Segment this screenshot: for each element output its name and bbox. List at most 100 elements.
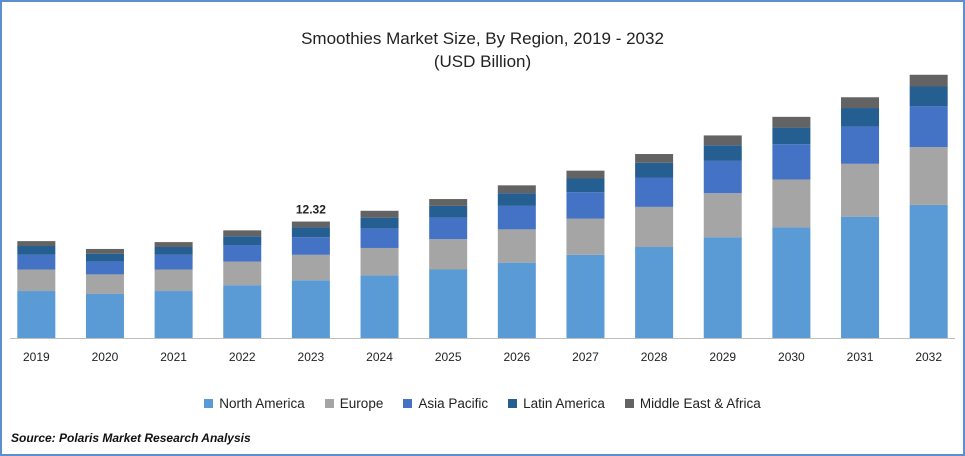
bar-segment-2031-europe <box>841 163 880 217</box>
bar-segment-2024-north-america <box>360 275 399 338</box>
bar-segment-2027-north-america <box>566 254 605 338</box>
data-label-2023: 12.32 <box>296 203 326 217</box>
bar-segment-2032-middle-east-africa <box>909 74 948 87</box>
bar-segment-2020-latin-america <box>85 253 124 262</box>
bar-segment-2031-north-america <box>841 216 880 338</box>
bar-segment-2032-asia-pacific <box>909 106 948 148</box>
x-tick-label-2028: 2028 <box>641 350 668 364</box>
bar-segment-2021-latin-america <box>154 246 193 255</box>
legend-swatch <box>624 399 634 408</box>
bar-segment-2022-north-america <box>223 285 262 338</box>
bar-segment-2019-north-america <box>17 291 56 338</box>
bar-segment-2024-middle-east-africa <box>360 210 399 218</box>
legend-item-latin-america: Latin America <box>508 396 605 411</box>
legend-swatch <box>204 399 214 408</box>
bar-segment-2030-asia-pacific <box>772 144 811 180</box>
bar-segment-2027-latin-america <box>566 178 605 193</box>
bar-segment-2023-middle-east-africa <box>291 221 330 228</box>
bar-segment-2032-latin-america <box>909 86 948 107</box>
bar-segment-2022-latin-america <box>223 236 262 246</box>
bar-segment-2029-asia-pacific <box>703 160 742 194</box>
bar-segment-2023-europe <box>291 254 330 281</box>
bar-segment-2022-asia-pacific <box>223 245 262 262</box>
bar-segment-2030-europe <box>772 179 811 228</box>
bar-segment-2024-latin-america <box>360 217 399 229</box>
source-note: Source: Polaris Market Research Analysis <box>11 431 251 445</box>
bar-segment-2027-europe <box>566 218 605 255</box>
legend-swatch <box>324 399 334 408</box>
x-tick-label-2023: 2023 <box>298 350 325 364</box>
bar-segment-2025-middle-east-africa <box>429 199 468 206</box>
bar-segment-2023-latin-america <box>291 227 330 238</box>
bar-segment-2028-latin-america <box>635 162 674 178</box>
bar-segment-2025-latin-america <box>429 205 468 218</box>
x-tick-label-2029: 2029 <box>709 350 736 364</box>
bar-segment-2019-latin-america <box>17 246 56 255</box>
x-tick-label-2030: 2030 <box>778 350 805 364</box>
bar-segment-2030-middle-east-africa <box>772 116 811 128</box>
bar-segment-2021-north-america <box>154 291 193 338</box>
bar-segment-2020-middle-east-africa <box>85 248 124 254</box>
bar-segment-2028-asia-pacific <box>635 177 674 207</box>
x-tick-label-2027: 2027 <box>572 350 599 364</box>
x-tick-label-2025: 2025 <box>435 350 462 364</box>
legend-label: Asia Pacific <box>418 396 489 411</box>
bar-segment-2021-middle-east-africa <box>154 242 193 247</box>
bar-segment-2026-latin-america <box>497 193 536 206</box>
bar-segment-2031-latin-america <box>841 108 880 127</box>
legend-label: Europe <box>339 396 384 411</box>
bar-segment-2021-asia-pacific <box>154 254 193 270</box>
legend-label: Middle East & Africa <box>639 396 761 411</box>
bar-segment-2031-asia-pacific <box>841 126 880 164</box>
bar-segment-2019-middle-east-africa <box>17 241 56 247</box>
legend-label: Latin America <box>523 396 605 411</box>
legend-swatch <box>403 399 413 408</box>
bar-segment-2019-asia-pacific <box>17 254 56 270</box>
bar-segment-2022-middle-east-africa <box>223 230 262 237</box>
x-tick-label-2019: 2019 <box>23 350 50 364</box>
x-tick-label-2032: 2032 <box>915 350 942 364</box>
bar-segment-2026-middle-east-africa <box>497 185 536 194</box>
x-tick-label-2031: 2031 <box>847 350 874 364</box>
bar-segment-2032-europe <box>909 147 948 205</box>
x-tick-label-2026: 2026 <box>503 350 530 364</box>
bar-segment-2020-asia-pacific <box>85 261 124 275</box>
bar-segment-2032-north-america <box>909 204 948 338</box>
bar-segment-2025-north-america <box>429 269 468 338</box>
bar-segment-2028-north-america <box>635 246 674 338</box>
bar-segment-2029-europe <box>703 193 742 238</box>
legend-swatch <box>508 399 518 408</box>
bar-segment-2025-europe <box>429 239 468 270</box>
bar-segment-2020-north-america <box>85 293 124 338</box>
bar-segment-2028-middle-east-africa <box>635 154 674 163</box>
bar-segment-2027-asia-pacific <box>566 192 605 219</box>
bar-segment-2031-middle-east-africa <box>841 97 880 109</box>
bar-segment-2026-north-america <box>497 262 536 338</box>
legend-item-north-america: North America <box>204 396 305 411</box>
bar-segment-2026-europe <box>497 229 536 263</box>
bar-segment-2025-asia-pacific <box>429 217 468 240</box>
bar-segment-2030-latin-america <box>772 127 811 145</box>
bar-segment-2029-north-america <box>703 237 742 338</box>
bar-segment-2029-latin-america <box>703 145 742 161</box>
bar-segment-2028-europe <box>635 206 674 247</box>
x-tick-label-2022: 2022 <box>229 350 256 364</box>
legend-item-middle-east-africa: Middle East & Africa <box>624 396 761 411</box>
bar-segment-2024-europe <box>360 247 399 276</box>
x-tick-label-2021: 2021 <box>160 350 187 364</box>
bar-segment-2029-middle-east-africa <box>703 135 742 146</box>
bar-segment-2020-europe <box>85 274 124 294</box>
bar-segment-2027-middle-east-africa <box>566 170 605 179</box>
chart-title: Smoothies Market Size, By Region, 2019 -… <box>301 29 664 48</box>
x-tick-label-2024: 2024 <box>366 350 393 364</box>
bar-segment-2021-europe <box>154 269 193 292</box>
legend-item-asia-pacific: Asia Pacific <box>403 396 488 411</box>
legend-label: North America <box>219 396 305 411</box>
chart-subtitle: (USD Billion) <box>433 52 532 71</box>
bar-segment-2024-asia-pacific <box>360 228 399 248</box>
chart-legend: North America Europe Asia Pacific Latin Ame… <box>2 396 963 411</box>
bar-segment-2023-north-america <box>291 280 330 338</box>
bar-segment-2030-north-america <box>772 227 811 338</box>
